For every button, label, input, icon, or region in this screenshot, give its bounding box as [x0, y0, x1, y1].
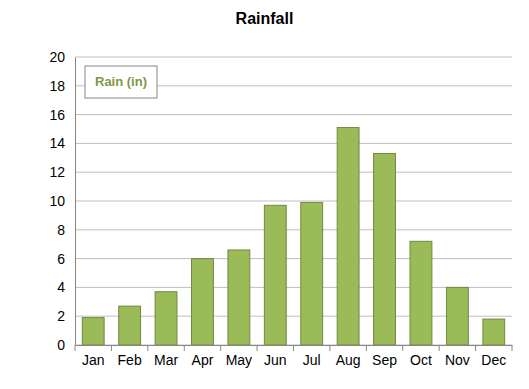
bars — [82, 128, 504, 345]
category-separator — [475, 345, 476, 351]
category-separator — [111, 345, 112, 351]
y-tick-label: 14 — [49, 135, 65, 151]
y-tick-label: 6 — [57, 251, 65, 267]
grid-line — [75, 201, 512, 202]
x-tick: Jun — [264, 345, 287, 368]
y-tick: 10 — [49, 193, 75, 209]
category-separator — [439, 345, 440, 351]
x-tick-label: Apr — [192, 352, 214, 368]
x-tick: Mar — [154, 345, 178, 368]
y-tick-label: 0 — [57, 337, 65, 353]
y-tick: 16 — [49, 107, 75, 123]
y-tick: 14 — [49, 135, 75, 151]
x-tick-label: Jul — [303, 352, 321, 368]
category-separator — [220, 345, 221, 351]
category-separator — [402, 345, 403, 351]
y-tick: 4 — [57, 279, 75, 295]
grid-line — [75, 57, 512, 58]
x-tick: Nov — [445, 345, 470, 368]
x-tick: May — [226, 345, 252, 368]
y-tick-label: 16 — [49, 107, 65, 123]
x-tick-label: May — [226, 352, 252, 368]
x-tick-label: Aug — [336, 352, 361, 368]
grid-line — [75, 114, 512, 115]
grid-line — [75, 258, 512, 259]
x-tick-label: Feb — [118, 352, 142, 368]
category-separator — [293, 345, 294, 351]
y-tick: 20 — [49, 49, 75, 65]
y-tick-label: 18 — [49, 78, 65, 94]
category-separator — [147, 345, 148, 351]
title: Rainfall — [236, 10, 294, 27]
x-axis: Jan Feb Mar Apr May Jun Jul Aug Sep Oct Nov Dec — [75, 345, 513, 368]
x-tick-label: Mar — [154, 352, 178, 368]
y-tick: 18 — [49, 78, 75, 94]
bar — [119, 306, 141, 345]
x-tick: Sep — [372, 345, 397, 368]
bar — [483, 319, 505, 345]
bar — [410, 241, 432, 345]
plot: 0 2 4 6 8 10 12 14 16 18 20 Jan Feb Mar Apr May Jun Jul Au… — [49, 49, 512, 368]
chart: Rainfall 0 2 4 6 8 10 12 14 16 18 20 Jan Feb Mar Apr May… — [0, 0, 529, 389]
x-tick: Dec — [481, 345, 506, 368]
bar — [228, 250, 250, 345]
x-tick: Feb — [118, 345, 142, 368]
legend-box — [85, 66, 157, 98]
category-separators — [75, 345, 512, 351]
bar — [192, 259, 214, 345]
bar — [374, 153, 396, 345]
category-separator — [184, 345, 185, 351]
y-tick-label: 4 — [57, 279, 65, 295]
bar — [337, 128, 359, 345]
y-axis: 0 2 4 6 8 10 12 14 16 18 20 — [49, 49, 75, 353]
category-separator — [75, 345, 76, 351]
x-tick: Oct — [410, 345, 432, 368]
legend-label: Rain (in) — [95, 74, 147, 89]
category-separator — [366, 345, 367, 351]
x-tick-label: Jan — [82, 352, 105, 368]
grid-line — [75, 143, 512, 144]
x-tick: Aug — [336, 345, 361, 368]
x-tick: Apr — [192, 345, 214, 368]
y-tick: 0 — [57, 337, 75, 353]
y-tick: 2 — [57, 308, 75, 324]
bar — [155, 292, 177, 345]
grid-line — [75, 229, 512, 230]
bar — [82, 318, 104, 345]
x-tick-label: Jun — [264, 352, 287, 368]
y-tick-label: 10 — [49, 193, 65, 209]
grid — [75, 57, 512, 345]
bar — [264, 205, 286, 345]
x-tick-label: Sep — [372, 352, 397, 368]
y-tick-label: 2 — [57, 308, 65, 324]
x-tick-label: Nov — [445, 352, 470, 368]
x-tick-label: Oct — [410, 352, 432, 368]
y-tick: 12 — [49, 164, 75, 180]
category-separator — [512, 345, 513, 351]
category-separator — [257, 345, 258, 351]
y-axis-line — [75, 58, 76, 346]
y-tick-label: 8 — [57, 222, 65, 238]
grid-line — [75, 172, 512, 173]
x-tick: Jul — [303, 345, 321, 368]
bar — [301, 202, 323, 345]
y-tick: 8 — [57, 222, 75, 238]
category-separator — [329, 345, 330, 351]
x-tick: Jan — [82, 345, 105, 368]
y-tick-label: 12 — [49, 164, 65, 180]
x-tick-label: Dec — [481, 352, 506, 368]
bar — [446, 287, 468, 345]
y-tick-label: 20 — [49, 49, 65, 65]
legend: Rain (in) — [85, 66, 157, 98]
y-tick: 6 — [57, 251, 75, 267]
